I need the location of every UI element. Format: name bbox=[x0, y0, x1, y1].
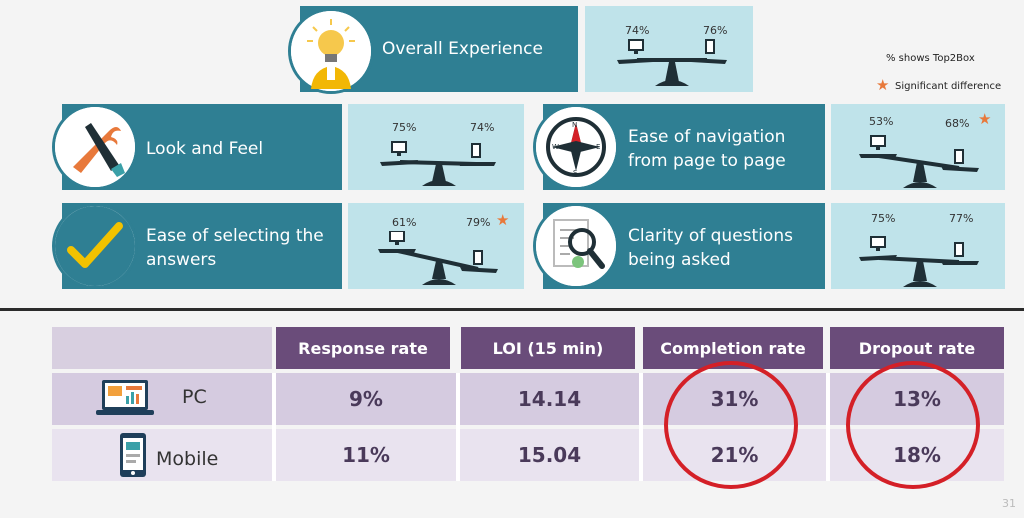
row-label-mobile: Mobile bbox=[156, 448, 219, 470]
legend-significant: Significant difference bbox=[895, 81, 1002, 92]
header-completion-rate: Completion rate bbox=[643, 327, 823, 369]
svg-text:W: W bbox=[552, 143, 559, 151]
balance-scale-icon bbox=[378, 231, 498, 285]
pc-percentage: 75% bbox=[871, 212, 896, 225]
header-response-rate: Response rate bbox=[276, 327, 450, 369]
completion-rate-highlight bbox=[664, 361, 798, 489]
compass-icon: N S W E bbox=[533, 104, 619, 190]
card-label-clarity-of-questions: Clarity of questions being asked bbox=[628, 226, 793, 270]
cell-pc-response-rate: 9% bbox=[349, 387, 383, 411]
table-corner-cell bbox=[52, 327, 272, 369]
card-label-look-and-feel: Look and Feel bbox=[146, 139, 264, 159]
scale-panel-ease-of-selecting: 61% 79% ★ bbox=[348, 203, 524, 289]
svg-text:N: N bbox=[572, 121, 577, 129]
pc-percentage: 53% bbox=[869, 115, 894, 128]
row-label-pc: PC bbox=[182, 386, 207, 408]
scale-panel-overall-experience: 74% 76% bbox=[585, 6, 753, 92]
card-label-ease-of-navigation: Ease of navigation from page to page bbox=[628, 127, 786, 171]
checkmark-icon bbox=[52, 203, 138, 289]
table-row-pc bbox=[52, 373, 1004, 425]
mobile-percentage: 74% bbox=[470, 121, 495, 134]
table-row-mobile bbox=[52, 429, 1004, 481]
scale-panel-clarity-of-questions: 75% 77% bbox=[831, 203, 1005, 289]
svg-text:E: E bbox=[596, 143, 600, 151]
star-icon: ★ bbox=[876, 76, 890, 94]
legend-note: % shows Top2Box bbox=[886, 53, 975, 64]
dropout-rate-highlight bbox=[846, 361, 980, 489]
pc-percentage: 75% bbox=[392, 121, 417, 134]
page-number: 31 bbox=[1002, 497, 1016, 510]
card-label-ease-of-selecting: Ease of selecting the answers bbox=[146, 226, 324, 270]
significance-star-icon: ★ bbox=[978, 110, 992, 128]
card-label-overall-experience: Overall Experience bbox=[382, 39, 543, 59]
scale-panel-look-and-feel: 75% 74% bbox=[348, 104, 524, 190]
cell-mobile-loi: 15.04 bbox=[517, 443, 582, 467]
balance-scale-icon bbox=[380, 141, 496, 186]
pc-percentage: 61% bbox=[392, 216, 417, 229]
significance-star-icon: ★ bbox=[496, 211, 510, 229]
mobile-phone-icon bbox=[120, 433, 146, 477]
svg-text:S: S bbox=[573, 169, 578, 177]
section-divider bbox=[0, 308, 1024, 311]
magnifier-document-icon bbox=[533, 203, 619, 289]
cell-mobile-response-rate: 11% bbox=[342, 443, 390, 467]
balance-scale-icon bbox=[617, 39, 727, 86]
header-loi: LOI (15 min) bbox=[461, 327, 635, 369]
lightbulb-icon bbox=[288, 8, 374, 94]
balance-scale-icon bbox=[859, 135, 979, 188]
pc-percentage: 74% bbox=[625, 24, 650, 37]
scale-panel-ease-of-navigation: 53% 68% ★ bbox=[831, 104, 1005, 190]
laptop-icon bbox=[96, 380, 154, 415]
mobile-percentage: 79% bbox=[466, 216, 491, 229]
cell-pc-loi: 14.14 bbox=[517, 387, 582, 411]
mobile-percentage: 76% bbox=[703, 24, 728, 37]
balance-scale-icon bbox=[859, 236, 979, 287]
tools-icon bbox=[52, 104, 138, 190]
mobile-percentage: 77% bbox=[949, 212, 974, 225]
mobile-percentage: 68% bbox=[945, 117, 970, 130]
